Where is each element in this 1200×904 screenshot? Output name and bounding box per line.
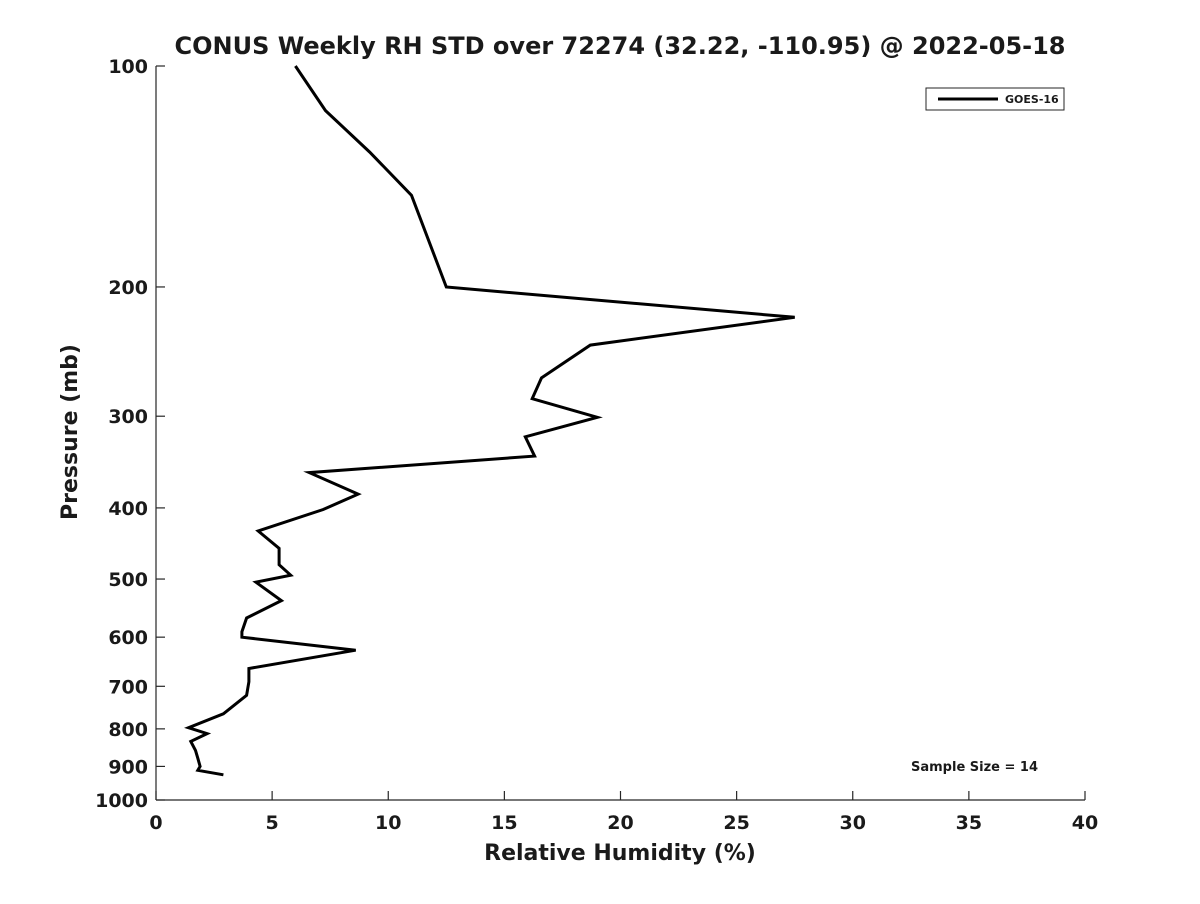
y-tick-label: 1000 [95, 790, 148, 812]
x-tick-label: 20 [607, 812, 633, 834]
x-tick-label: 5 [266, 812, 279, 834]
series-line [184, 65, 795, 777]
chart-title: CONUS Weekly RH STD over 72274 (32.22, -… [174, 32, 1065, 60]
y-axis-label: Pressure (mb) [58, 344, 83, 520]
plot-area: 0 5 10 15 20 25 30 35 40 100 200 300 400 500 600 700 80… [95, 56, 1098, 834]
series-layer [184, 65, 795, 777]
x-tick-label: 30 [840, 812, 866, 834]
legend: GOES-16 [925, 87, 1065, 111]
x-tick-label: 15 [491, 812, 517, 834]
y-tick-label: 600 [108, 627, 148, 649]
y-tick-label: 500 [108, 569, 148, 591]
y-tick-label: 900 [108, 756, 148, 778]
y-tick-label: 300 [108, 406, 148, 428]
y-tick-label: 100 [108, 56, 148, 78]
x-tick-label: 10 [375, 812, 401, 834]
x-tick-label: 40 [1072, 812, 1098, 834]
x-tick-label: 25 [723, 812, 749, 834]
x-tick-label: 35 [956, 812, 982, 834]
y-tick-label: 200 [108, 277, 148, 299]
y-axis-ticks: 100 200 300 400 500 600 700 800 900 1000 [95, 56, 165, 812]
y-tick-label: 400 [108, 498, 148, 520]
legend-label: GOES-16 [1005, 93, 1059, 106]
sample-size-annotation: Sample Size = 14 [911, 760, 1038, 775]
x-tick-label: 0 [149, 812, 162, 834]
y-tick-label: 700 [108, 676, 148, 698]
y-tick-label: 800 [108, 719, 148, 741]
x-axis-label: Relative Humidity (%) [484, 841, 756, 866]
x-axis-ticks: 0 5 10 15 20 25 30 35 40 [149, 791, 1098, 834]
